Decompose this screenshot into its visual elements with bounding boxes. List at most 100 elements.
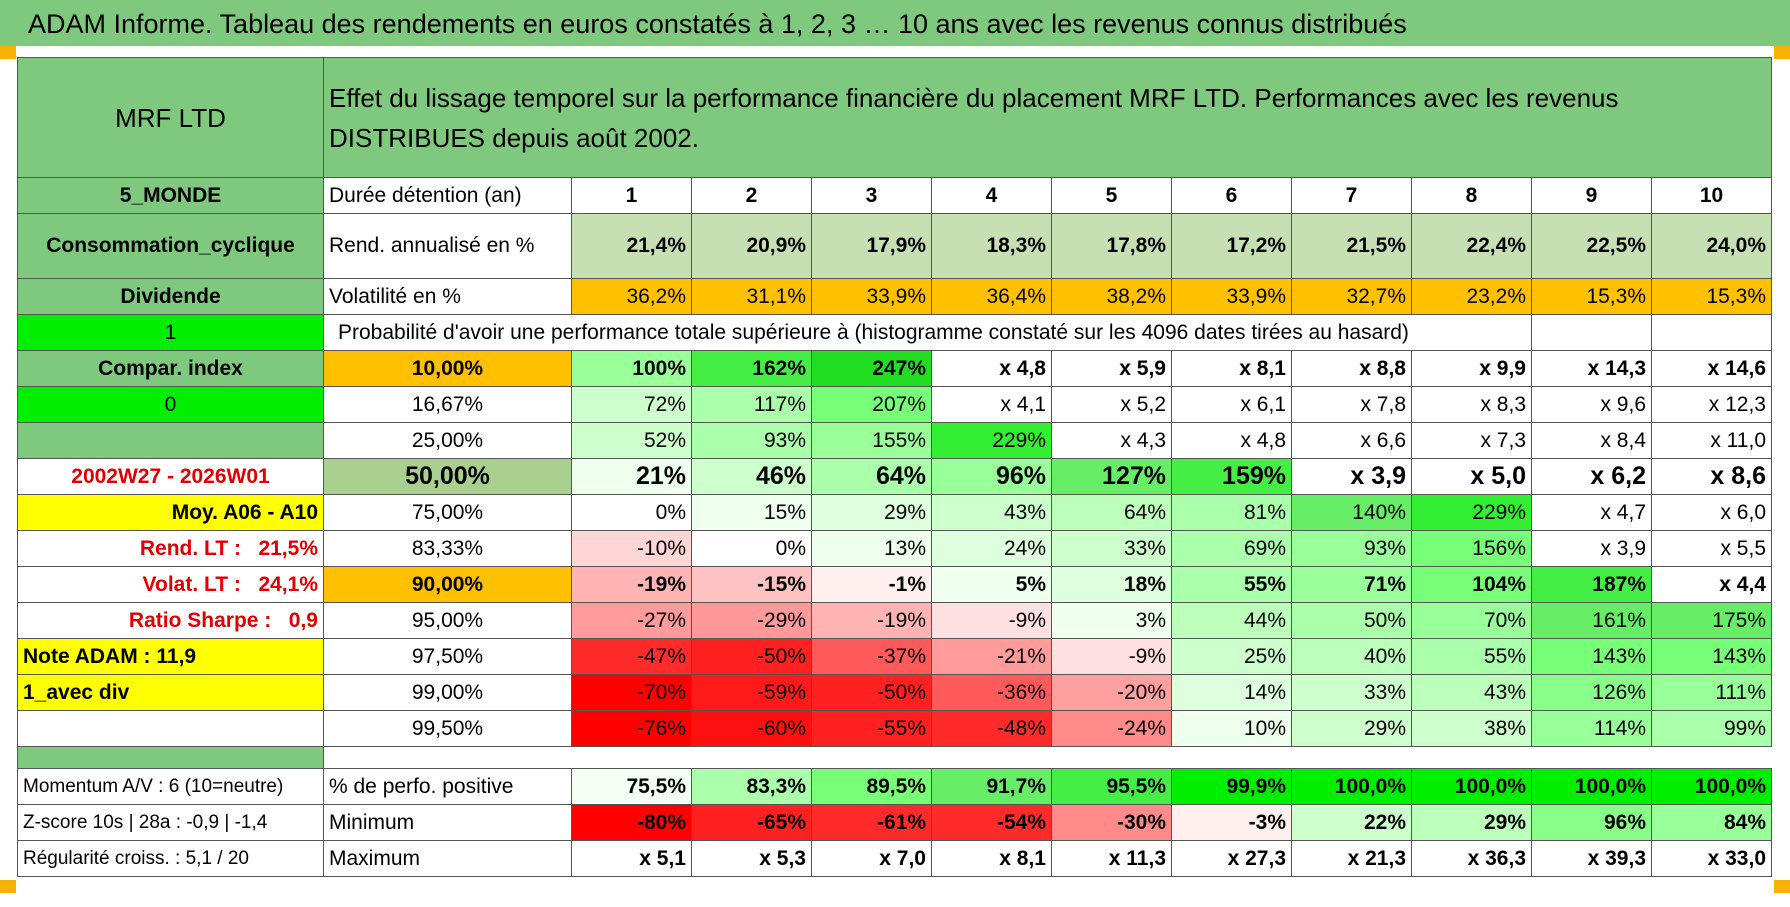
- zscore-label: Z-score 10s | 28a : -0,9 | -1,4: [17, 804, 324, 841]
- prob-cell: 229%: [1411, 494, 1532, 531]
- sharpe-value: 0,9: [288, 608, 318, 632]
- prob-cell: 126%: [1531, 674, 1652, 711]
- prob-cell: 64%: [811, 458, 932, 495]
- pos-cell: 100,0%: [1531, 768, 1652, 805]
- prob-cell: 159%: [1171, 458, 1292, 495]
- prob-cell: 175%: [1651, 602, 1772, 639]
- prob-cell: 161%: [1531, 602, 1652, 639]
- prob-cell: x 14,6: [1651, 350, 1772, 387]
- vol-cell: 15,3%: [1651, 278, 1772, 315]
- prob-cell: x 5,0: [1411, 458, 1532, 495]
- prob-cell: -27%: [571, 602, 692, 639]
- min-cell: -54%: [931, 804, 1052, 841]
- prob-cell: 5%: [931, 566, 1052, 603]
- prob-cell: -60%: [691, 710, 812, 747]
- avec-div-label: 1_avec div: [17, 674, 324, 711]
- prob-cell: -19%: [571, 566, 692, 603]
- prob-cell: x 8,4: [1531, 422, 1652, 459]
- duration-label: Durée détention (an): [323, 177, 572, 214]
- pos-cell: 83,3%: [691, 768, 812, 805]
- sharpe-label: Ratio Sharpe :: [128, 608, 272, 632]
- prob-cell: -9%: [1051, 638, 1172, 675]
- prob-cell: 71%: [1291, 566, 1412, 603]
- moy-label: Moy. A06 - A10: [17, 494, 324, 531]
- prob-cell: 207%: [811, 386, 932, 423]
- corner-marker: [1774, 880, 1790, 893]
- regularite-label: Régularité croiss. : 5,1 / 20: [17, 840, 324, 877]
- prob-cell: x 4,7: [1531, 494, 1652, 531]
- prob-cell: 33%: [1291, 674, 1412, 711]
- sector-label: Consommation_cyclique: [17, 213, 324, 279]
- rend-label: Rend. annualisé en %: [323, 213, 572, 279]
- zone-label: 5_MONDE: [17, 177, 324, 214]
- vol-label: Volatilité en %: [323, 278, 572, 315]
- prob-cell: -55%: [811, 710, 932, 747]
- prob-cell: x 11,0: [1651, 422, 1772, 459]
- min-cell: -80%: [571, 804, 692, 841]
- duration-header: 10: [1651, 177, 1772, 214]
- max-cell: x 33,0: [1651, 840, 1772, 877]
- prob-pct: 97,50%: [323, 638, 572, 675]
- prob-pct: 50,00%: [323, 458, 572, 495]
- corner-marker: [0, 46, 16, 59]
- rend-cell: 21,4%: [571, 213, 692, 279]
- period-label: 2002W27 - 2026W01: [17, 458, 324, 495]
- pos-label: % de perfo. positive: [323, 768, 572, 805]
- prob-cell: 162%: [691, 350, 812, 387]
- prob-cell: 24%: [931, 530, 1052, 567]
- min-cell: 29%: [1411, 804, 1532, 841]
- rend-cell: 17,2%: [1171, 213, 1292, 279]
- prob-cell: -70%: [571, 674, 692, 711]
- prob-cell: 64%: [1051, 494, 1172, 531]
- max-cell: x 39,3: [1531, 840, 1652, 877]
- pos-cell: 100,0%: [1411, 768, 1532, 805]
- rend-lt: Rend. LT : 21,5%: [17, 530, 324, 567]
- min-cell: -3%: [1171, 804, 1292, 841]
- max-label: Maximum: [323, 840, 572, 877]
- prob-cell: -15%: [691, 566, 812, 603]
- compar-index-label: Compar. index: [17, 350, 324, 387]
- pos-cell: 95,5%: [1051, 768, 1172, 805]
- prob-cell: -1%: [811, 566, 932, 603]
- prob-cell: 55%: [1171, 566, 1292, 603]
- prob-pct: 10,00%: [323, 350, 572, 387]
- prob-pct: 99,00%: [323, 674, 572, 711]
- prob-cell: 13%: [811, 530, 932, 567]
- prob-cell: x 8,3: [1411, 386, 1532, 423]
- prob-cell: -50%: [691, 638, 812, 675]
- prob-cell: 155%: [811, 422, 932, 459]
- max-cell: x 8,1: [931, 840, 1052, 877]
- duration-header: 8: [1411, 177, 1532, 214]
- zero-flag: 0: [17, 386, 324, 423]
- prob-cell: x 5,2: [1051, 386, 1172, 423]
- prob-cell: 10%: [1171, 710, 1292, 747]
- prob-cell: 0%: [571, 494, 692, 531]
- pos-cell: 99,9%: [1171, 768, 1292, 805]
- prob-pct: 16,67%: [323, 386, 572, 423]
- prob-cell: 104%: [1411, 566, 1532, 603]
- prob-cell: x 12,3: [1651, 386, 1772, 423]
- prob-cell: 229%: [931, 422, 1052, 459]
- pos-cell: 100,0%: [1291, 768, 1412, 805]
- prob-cell: -9%: [931, 602, 1052, 639]
- vol-cell: 33,9%: [1171, 278, 1292, 315]
- prob-cell: 29%: [1291, 710, 1412, 747]
- prob-cell: 140%: [1291, 494, 1412, 531]
- vol-cell: 31,1%: [691, 278, 812, 315]
- fund-name: MRF LTD: [17, 57, 324, 178]
- prob-cell: x 4,3: [1051, 422, 1172, 459]
- prob-pct: 83,33%: [323, 530, 572, 567]
- prob-cell: 99%: [1651, 710, 1772, 747]
- prob-cell: 52%: [571, 422, 692, 459]
- prob-cell: 38%: [1411, 710, 1532, 747]
- volat-lt: Volat. LT : 24,1%: [17, 566, 324, 603]
- sharpe: Ratio Sharpe : 0,9: [17, 602, 324, 639]
- prob-cell: -50%: [811, 674, 932, 711]
- pos-cell: 91,7%: [931, 768, 1052, 805]
- prob-cell: 111%: [1651, 674, 1772, 711]
- pos-cell: 100,0%: [1651, 768, 1772, 805]
- prob-cell: -29%: [691, 602, 812, 639]
- prob-cell: 114%: [1531, 710, 1652, 747]
- prob-cell: x 4,1: [931, 386, 1052, 423]
- min-cell: -65%: [691, 804, 812, 841]
